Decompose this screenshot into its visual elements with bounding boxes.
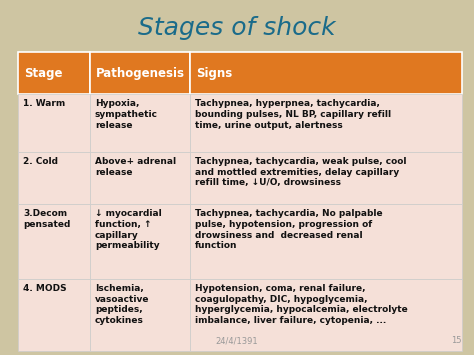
Bar bbox=[190, 94, 462, 152]
Text: Ischemia,
vasoactive
peptides,
cytokines: Ischemia, vasoactive peptides, cytokines bbox=[95, 284, 149, 325]
Text: 1. Warm: 1. Warm bbox=[23, 99, 65, 108]
Text: 15: 15 bbox=[452, 336, 462, 345]
Bar bbox=[190, 204, 462, 279]
Text: Tachypnea, hyperpnea, tachycardia,
bounding pulses, NL BP, capillary refill
time: Tachypnea, hyperpnea, tachycardia, bound… bbox=[195, 99, 391, 130]
Text: ↓ myocardial
function, ↑
capillary
permeability: ↓ myocardial function, ↑ capillary perme… bbox=[95, 209, 162, 250]
Text: Stages of shock: Stages of shock bbox=[138, 16, 336, 40]
Bar bbox=[90, 152, 190, 204]
Text: Tachypnea, tachycardia, No palpable
pulse, hypotension, progression of
drowsines: Tachypnea, tachycardia, No palpable puls… bbox=[195, 209, 383, 250]
Bar bbox=[190, 279, 462, 351]
Bar bbox=[190, 152, 462, 204]
Bar bbox=[18, 152, 90, 204]
Text: 3.Decom
pensated: 3.Decom pensated bbox=[23, 209, 70, 229]
Bar bbox=[90, 204, 190, 279]
Text: Signs: Signs bbox=[196, 66, 232, 80]
Bar bbox=[18, 52, 90, 94]
Text: Stage: Stage bbox=[24, 66, 63, 80]
Text: Above+ adrenal
release: Above+ adrenal release bbox=[95, 157, 176, 177]
Bar bbox=[90, 279, 190, 351]
Bar bbox=[18, 279, 90, 351]
Bar bbox=[190, 52, 462, 94]
Text: 4. MODS: 4. MODS bbox=[23, 284, 67, 293]
Text: Pathogenesis: Pathogenesis bbox=[96, 66, 185, 80]
Bar bbox=[18, 204, 90, 279]
Text: Tachypnea, tachycardia, weak pulse, cool
and mottled extremities, delay capillar: Tachypnea, tachycardia, weak pulse, cool… bbox=[195, 157, 407, 187]
Text: Hypotension, coma, renal failure,
coagulopathy, DIC, hypoglycemia,
hyperglycemia: Hypotension, coma, renal failure, coagul… bbox=[195, 284, 408, 325]
Text: 24/4/1391: 24/4/1391 bbox=[216, 336, 258, 345]
Bar bbox=[90, 94, 190, 152]
Bar bbox=[90, 52, 190, 94]
Text: Hypoxia,
sympathetic
release: Hypoxia, sympathetic release bbox=[95, 99, 158, 130]
Bar bbox=[18, 94, 90, 152]
Text: 2. Cold: 2. Cold bbox=[23, 157, 58, 166]
